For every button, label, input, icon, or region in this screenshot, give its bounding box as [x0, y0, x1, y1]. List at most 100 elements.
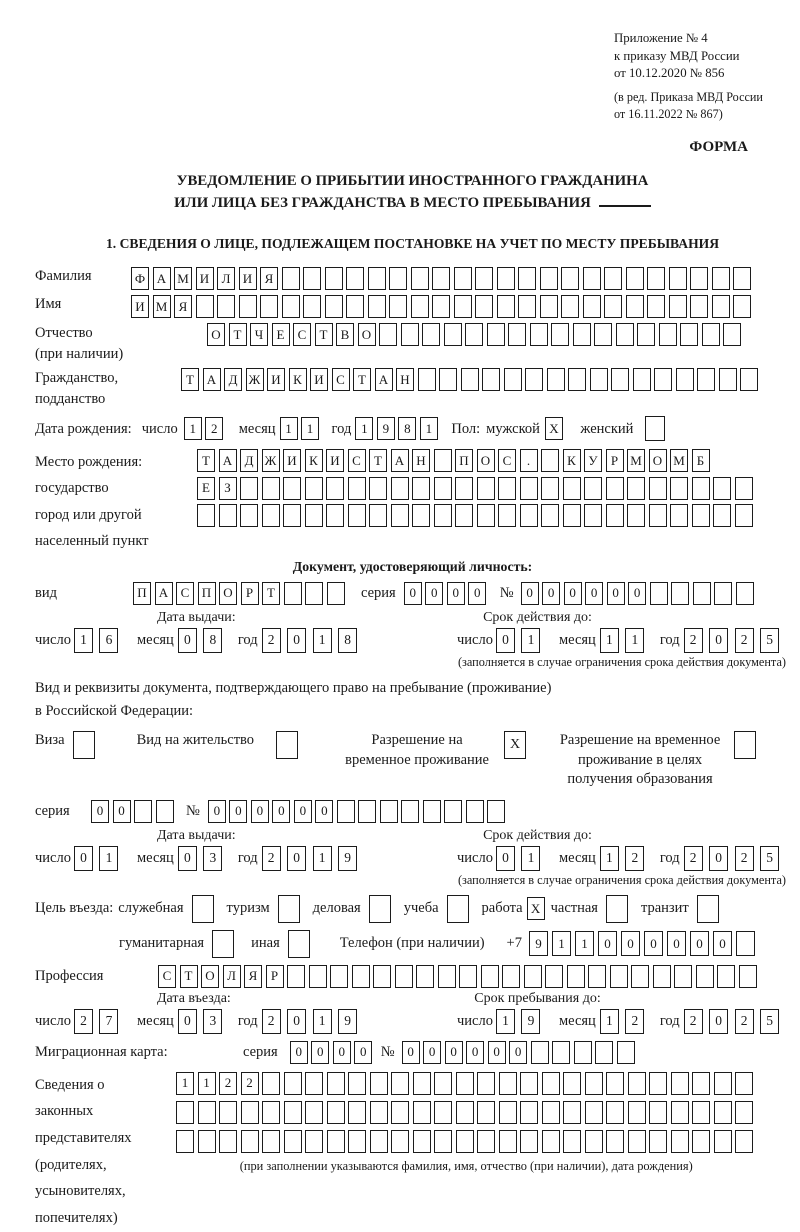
char-cell[interactable]: [346, 295, 364, 318]
char-cell[interactable]: А: [202, 368, 221, 392]
char-cell[interactable]: [566, 964, 585, 988]
char-cell[interactable]: [551, 323, 569, 346]
representatives-row-3-boxes[interactable]: [176, 1129, 757, 1153]
char-cell[interactable]: [568, 368, 586, 392]
char-cell[interactable]: [134, 799, 152, 823]
char-cell[interactable]: Р: [605, 449, 624, 473]
char-cell[interactable]: 1: [599, 1008, 619, 1034]
char-cell[interactable]: 0: [712, 931, 732, 957]
char-cell[interactable]: [697, 368, 715, 392]
char-cell[interactable]: [283, 1129, 302, 1153]
char-cell[interactable]: 0: [177, 627, 197, 653]
char-cell[interactable]: 0: [315, 799, 334, 823]
char-cell[interactable]: [541, 1100, 560, 1124]
char-cell[interactable]: [304, 476, 323, 500]
char-cell[interactable]: [283, 476, 301, 500]
char-cell[interactable]: [523, 964, 542, 988]
char-cell[interactable]: [563, 1071, 581, 1095]
char-cell[interactable]: 0: [509, 1040, 528, 1064]
char-cell[interactable]: [714, 581, 733, 605]
char-cell[interactable]: И: [131, 295, 149, 318]
char-cell[interactable]: [261, 476, 280, 500]
purpose-humanitarian-checkbox[interactable]: [212, 929, 235, 958]
char-cell[interactable]: [476, 476, 495, 500]
char-cell[interactable]: [432, 267, 450, 290]
char-cell[interactable]: [680, 323, 698, 346]
char-cell[interactable]: [502, 964, 520, 988]
char-cell[interactable]: [627, 1071, 646, 1095]
char-cell[interactable]: [262, 1129, 280, 1153]
char-cell[interactable]: [713, 1100, 732, 1124]
char-cell[interactable]: 0: [689, 931, 709, 957]
char-cell[interactable]: [546, 368, 565, 392]
char-cell[interactable]: [281, 295, 300, 318]
char-cell[interactable]: 0: [401, 1040, 420, 1064]
char-cell[interactable]: Р: [240, 581, 259, 605]
char-cell[interactable]: 3: [203, 1008, 223, 1034]
char-cell[interactable]: [690, 295, 708, 318]
char-cell[interactable]: 1: [301, 417, 320, 441]
char-cell[interactable]: 1: [99, 845, 119, 871]
char-cell[interactable]: [434, 1071, 452, 1095]
char-cell[interactable]: [735, 581, 754, 605]
char-cell[interactable]: [326, 476, 344, 500]
char-cell[interactable]: [588, 964, 606, 988]
char-cell[interactable]: [525, 368, 543, 392]
char-cell[interactable]: [529, 323, 548, 346]
char-cell[interactable]: [369, 1100, 388, 1124]
char-cell[interactable]: 0: [620, 931, 640, 957]
char-cell[interactable]: [541, 1071, 560, 1095]
char-cell[interactable]: 0: [709, 845, 729, 871]
char-cell[interactable]: [283, 1100, 302, 1124]
char-cell[interactable]: 0: [311, 1040, 330, 1064]
char-cell[interactable]: [738, 964, 757, 988]
purpose-transit-checkbox[interactable]: [696, 894, 719, 923]
char-cell[interactable]: [477, 1071, 495, 1095]
char-cell[interactable]: Д: [240, 449, 258, 473]
char-cell[interactable]: [195, 295, 214, 318]
char-cell[interactable]: 2: [240, 1071, 259, 1095]
char-cell[interactable]: [283, 504, 301, 528]
char-cell[interactable]: 0: [287, 1008, 307, 1034]
char-cell[interactable]: [437, 964, 456, 988]
char-cell[interactable]: [391, 1071, 409, 1095]
char-cell[interactable]: [477, 1129, 495, 1153]
char-cell[interactable]: [197, 504, 215, 528]
char-cell[interactable]: [324, 295, 343, 318]
char-cell[interactable]: И: [267, 368, 285, 392]
char-cell[interactable]: [455, 476, 473, 500]
temporary-residence-education-checkbox[interactable]: [734, 730, 757, 759]
char-cell[interactable]: [305, 581, 323, 605]
char-cell[interactable]: [735, 1100, 753, 1124]
char-cell[interactable]: [465, 799, 484, 823]
char-cell[interactable]: [369, 1071, 388, 1095]
char-cell[interactable]: [498, 504, 516, 528]
char-cell[interactable]: [561, 295, 579, 318]
char-cell[interactable]: [604, 267, 622, 290]
char-cell[interactable]: [453, 295, 472, 318]
char-cell[interactable]: [647, 295, 665, 318]
char-cell[interactable]: Т: [369, 449, 387, 473]
char-cell[interactable]: [303, 295, 321, 318]
char-cell[interactable]: 0: [287, 845, 307, 871]
char-cell[interactable]: [443, 323, 462, 346]
char-cell[interactable]: [460, 368, 479, 392]
char-cell[interactable]: [400, 323, 419, 346]
char-cell[interactable]: [412, 1129, 431, 1153]
char-cell[interactable]: [530, 1040, 549, 1064]
char-cell[interactable]: Т: [314, 323, 333, 346]
char-cell[interactable]: З: [218, 476, 237, 500]
char-cell[interactable]: 1: [312, 627, 332, 653]
char-cell[interactable]: [584, 1071, 603, 1095]
char-cell[interactable]: 0: [73, 845, 93, 871]
char-cell[interactable]: [701, 323, 720, 346]
char-cell[interactable]: 2: [734, 845, 754, 871]
char-cell[interactable]: [498, 1071, 517, 1095]
char-cell[interactable]: 1: [312, 1008, 332, 1034]
char-cell[interactable]: 0: [468, 581, 487, 605]
